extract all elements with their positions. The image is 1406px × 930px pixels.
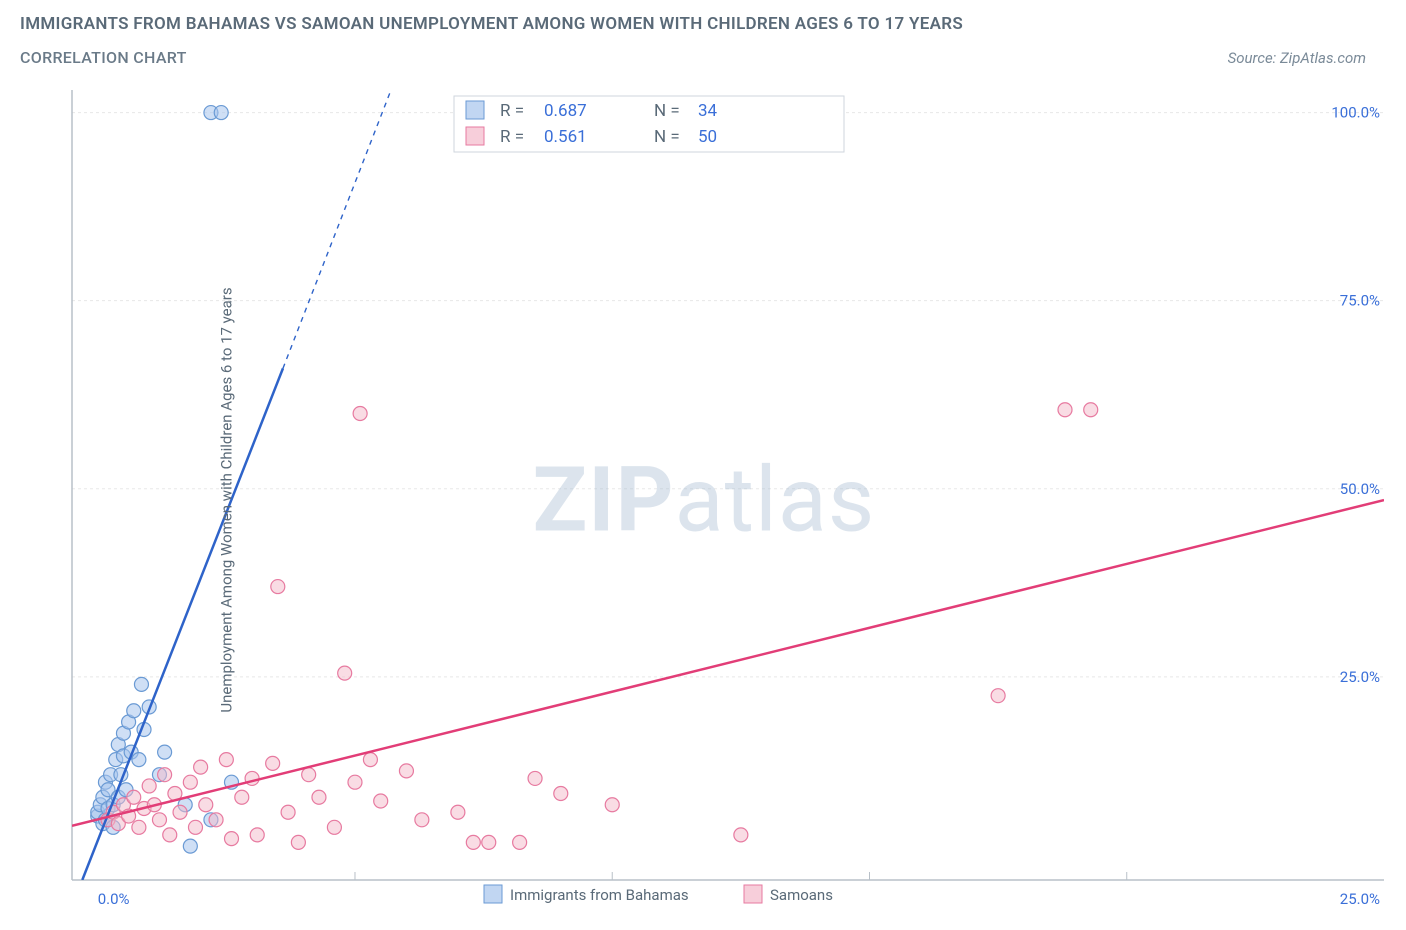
legend-n-value-samoans: 50 xyxy=(698,127,717,147)
legend-r-value-bahamas: 0.687 xyxy=(544,101,587,121)
scatter-point-samoans xyxy=(194,760,208,774)
scatter-point-samoans xyxy=(173,805,187,819)
scatter-point-samoans xyxy=(327,820,341,834)
scatter-point-bahamas xyxy=(132,753,146,767)
legend-r-label: R = xyxy=(500,127,524,147)
scatter-point-samoans xyxy=(188,820,202,834)
scatter-point-samoans xyxy=(127,790,141,804)
scatter-point-samoans xyxy=(338,666,352,680)
scatter-point-samoans xyxy=(142,779,156,793)
source-attribution: Source: ZipAtlas.com xyxy=(1228,49,1386,67)
scatter-point-bahamas xyxy=(183,839,197,853)
legend-r-value-samoans: 0.561 xyxy=(544,127,587,147)
bottom-legend-swatch-bahamas xyxy=(484,885,502,903)
scatter-point-samoans xyxy=(734,828,748,842)
bottom-legend-label-bahamas: Immigrants from Bahamas xyxy=(510,886,689,904)
scatter-point-samoans xyxy=(348,775,362,789)
scatter-point-samoans xyxy=(1058,403,1072,417)
scatter-point-samoans xyxy=(374,794,388,808)
legend-n-label: N = xyxy=(654,101,680,121)
scatter-point-samoans xyxy=(152,813,166,827)
scatter-point-samoans xyxy=(482,835,496,849)
scatter-point-samoans xyxy=(554,786,568,800)
legend-n-label: N = xyxy=(654,127,680,147)
bottom-legend-label-samoans: Samoans xyxy=(770,886,833,904)
scatter-point-samoans xyxy=(250,828,264,842)
chart-subtitle: CORRELATION CHART xyxy=(20,48,187,67)
trendline-dash-bahamas xyxy=(283,90,391,368)
scatter-point-samoans xyxy=(158,768,172,782)
scatter-point-samoans xyxy=(415,813,429,827)
scatter-point-samoans xyxy=(235,790,249,804)
y-tick-label: 25.0% xyxy=(1340,668,1380,686)
scatter-point-bahamas xyxy=(127,704,141,718)
source-name: ZipAtlas.com xyxy=(1280,49,1366,67)
y-tick-label: 75.0% xyxy=(1340,292,1380,310)
correlation-chart: Unemployment Among Women with Children A… xyxy=(24,90,1384,910)
scatter-point-samoans xyxy=(219,753,233,767)
scatter-point-samoans xyxy=(183,775,197,789)
scatter-point-samoans xyxy=(991,689,1005,703)
scatter-point-samoans xyxy=(466,835,480,849)
scatter-point-samoans xyxy=(291,835,305,849)
scatter-point-samoans xyxy=(281,805,295,819)
scatter-point-samoans xyxy=(266,756,280,770)
scatter-point-samoans xyxy=(513,835,527,849)
scatter-point-samoans xyxy=(1084,403,1098,417)
scatter-point-samoans xyxy=(363,753,377,767)
y-tick-label: 100.0% xyxy=(1331,104,1380,122)
scatter-point-samoans xyxy=(271,580,285,594)
source-prefix: Source: xyxy=(1228,49,1280,67)
scatter-point-samoans xyxy=(451,805,465,819)
scatter-point-samoans xyxy=(312,790,326,804)
y-tick-label: 50.0% xyxy=(1340,480,1380,498)
bottom-legend-swatch-samoans xyxy=(744,885,762,903)
x-tick-label: 25.0% xyxy=(1340,890,1380,908)
y-axis-label: Unemployment Among Women with Children A… xyxy=(218,287,236,712)
scatter-point-bahamas xyxy=(134,677,148,691)
scatter-point-samoans xyxy=(605,798,619,812)
scatter-point-samoans xyxy=(132,820,146,834)
scatter-point-samoans xyxy=(353,407,367,421)
legend-r-label: R = xyxy=(500,101,524,121)
scatter-point-samoans xyxy=(528,771,542,785)
scatter-point-bahamas xyxy=(158,745,172,759)
legend-swatch-bahamas xyxy=(466,101,484,119)
scatter-point-samoans xyxy=(224,832,238,846)
page-title: IMMIGRANTS FROM BAHAMAS VS SAMOAN UNEMPL… xyxy=(20,14,1386,34)
scatter-point-samoans xyxy=(163,828,177,842)
x-tick-label: 0.0% xyxy=(98,890,130,908)
scatter-point-samoans xyxy=(302,768,316,782)
scatter-point-samoans xyxy=(399,764,413,778)
scatter-point-samoans xyxy=(209,813,223,827)
scatter-point-samoans xyxy=(199,798,213,812)
legend-swatch-samoans xyxy=(466,127,484,145)
trendline-samoans xyxy=(72,500,1384,826)
legend-n-value-bahamas: 34 xyxy=(698,101,718,121)
scatter-point-bahamas xyxy=(214,106,228,120)
